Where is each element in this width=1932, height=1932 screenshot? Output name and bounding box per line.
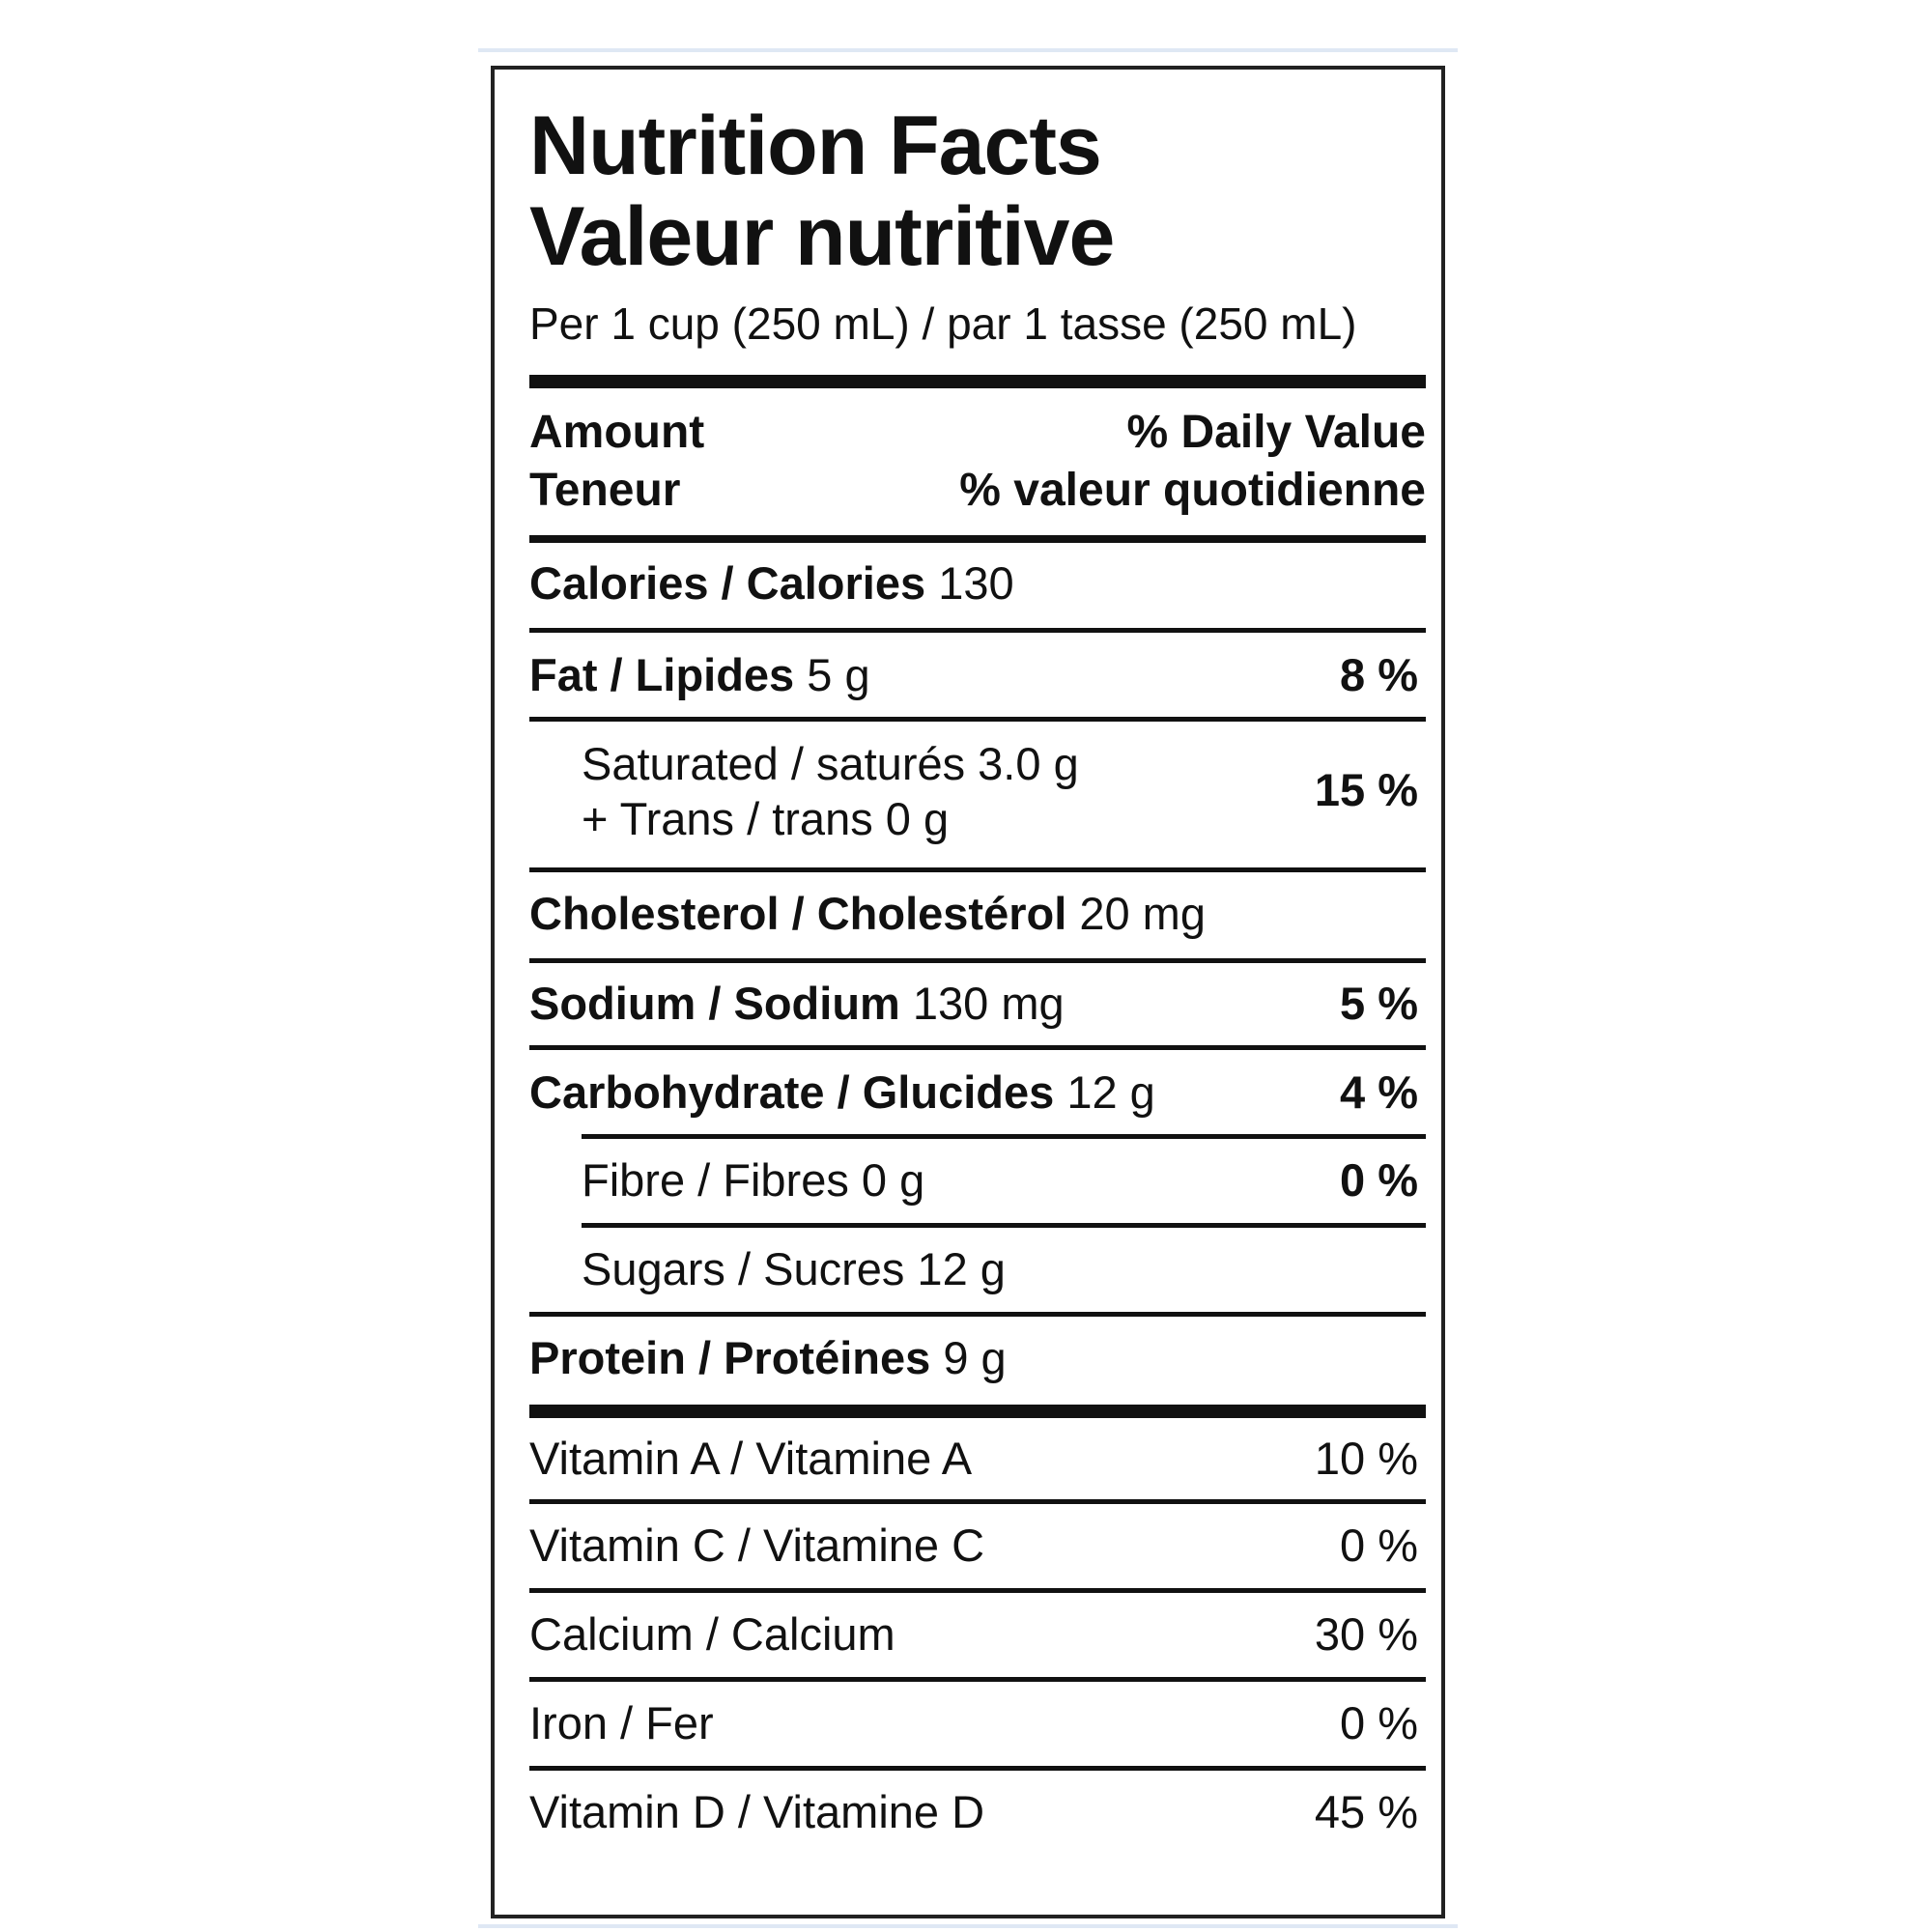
carbohydrate-amount: 12 g [1066,1066,1155,1118]
title-english: Nutrition Facts [529,99,1102,192]
vitamin-row: Calcium / Calcium 30 % [529,1611,1418,1657]
trans-label: + Trans / trans 0 g [582,793,950,844]
sodium-label: Sodium / Sodium [529,978,900,1029]
divider [529,628,1426,633]
iron-daily-value: 0 % [1340,1697,1418,1748]
serving-size: Per 1 cup (250 mL) / par 1 tasse (250 mL… [529,298,1357,349]
calories-row: Calories / Calories 130 [529,560,1418,606]
vitamin-row: Vitamin D / Vitamine D 45 % [529,1789,1418,1834]
divider [529,867,1426,872]
divider [582,1223,1426,1228]
saturated-row: Saturated / saturés 3.0 g [582,741,1418,786]
sodium-row: Sodium / Sodium 130 mg 5 % [529,980,1418,1026]
sugars-row: Sugars / Sucres 12 g [582,1246,1418,1292]
fat-amount: 5 g [807,649,870,700]
divider [529,1588,1426,1593]
fibre-label: Fibre / Fibres 0 g [582,1154,925,1206]
divider [529,717,1426,722]
calories-label: Calories / Calories [529,557,926,609]
carbohydrate-row: Carbohydrate / Glucides 12 g 4 % [529,1069,1418,1115]
saturated-label: Saturated / saturés 3.0 g [582,738,1079,789]
carbohydrate-daily-value: 4 % [1340,1066,1418,1118]
sugars-label: Sugars / Sucres 12 g [582,1243,1006,1294]
vitamin-d-daily-value: 45 % [1314,1786,1418,1837]
amount-header-en: Amount [529,407,705,458]
daily-value-header-en: % Daily Value [1126,407,1427,458]
calories-amount: 130 [938,557,1014,609]
divider [529,1312,1426,1317]
calcium-label: Calcium / Calcium [529,1608,895,1660]
saturated-daily-value: 15 % [1314,764,1418,815]
vitamin-row: Vitamin A / Vitamine A 10 % [529,1435,1418,1481]
iron-label: Iron / Fer [529,1697,714,1748]
thick-divider [529,1405,1426,1418]
fat-row: Fat / Lipides 5 g 8 % [529,652,1418,697]
background-edge-bottom [478,1924,1458,1928]
sodium-amount: 130 mg [912,978,1065,1029]
nutrition-facts-label: Nutrition Facts Valeur nutritive Per 1 c… [491,66,1445,1918]
title-french: Valeur nutritive [529,190,1115,283]
cholesterol-row: Cholesterol / Cholestérol 20 mg [529,891,1418,936]
cholesterol-label: Cholesterol / Cholestérol [529,888,1067,939]
background-edge-top [478,48,1458,52]
divider [529,1499,1426,1504]
vitamin-c-daily-value: 0 % [1340,1520,1418,1571]
thick-divider [529,375,1426,388]
fibre-row: Fibre / Fibres 0 g 0 % [582,1157,1418,1203]
protein-label: Protein / Protéines [529,1332,931,1383]
carbohydrate-label: Carbohydrate / Glucides [529,1066,1055,1118]
fat-daily-value: 8 % [1340,649,1418,700]
divider [529,958,1426,963]
trans-row: + Trans / trans 0 g [582,796,1418,841]
vitamin-a-daily-value: 10 % [1314,1433,1418,1484]
amount-header-fr: Teneur [529,465,681,516]
divider [582,1134,1426,1139]
cholesterol-amount: 20 mg [1079,888,1206,939]
divider [529,1766,1426,1771]
vitamin-a-label: Vitamin A / Vitamine A [529,1433,973,1484]
divider [529,1045,1426,1050]
daily-value-header-fr: % valeur quotidienne [959,465,1426,516]
protein-amount: 9 g [943,1332,1007,1383]
fibre-daily-value: 0 % [1340,1154,1418,1206]
divider [529,1677,1426,1682]
vitamin-d-label: Vitamin D / Vitamine D [529,1786,985,1837]
fat-label: Fat / Lipides [529,649,795,700]
vitamin-row: Vitamin C / Vitamine C 0 % [529,1522,1418,1568]
sodium-daily-value: 5 % [1340,978,1418,1029]
vitamin-row: Iron / Fer 0 % [529,1700,1418,1746]
vitamin-c-label: Vitamin C / Vitamine C [529,1520,985,1571]
divider [529,535,1426,543]
calcium-daily-value: 30 % [1314,1608,1418,1660]
protein-row: Protein / Protéines 9 g [529,1335,1418,1380]
